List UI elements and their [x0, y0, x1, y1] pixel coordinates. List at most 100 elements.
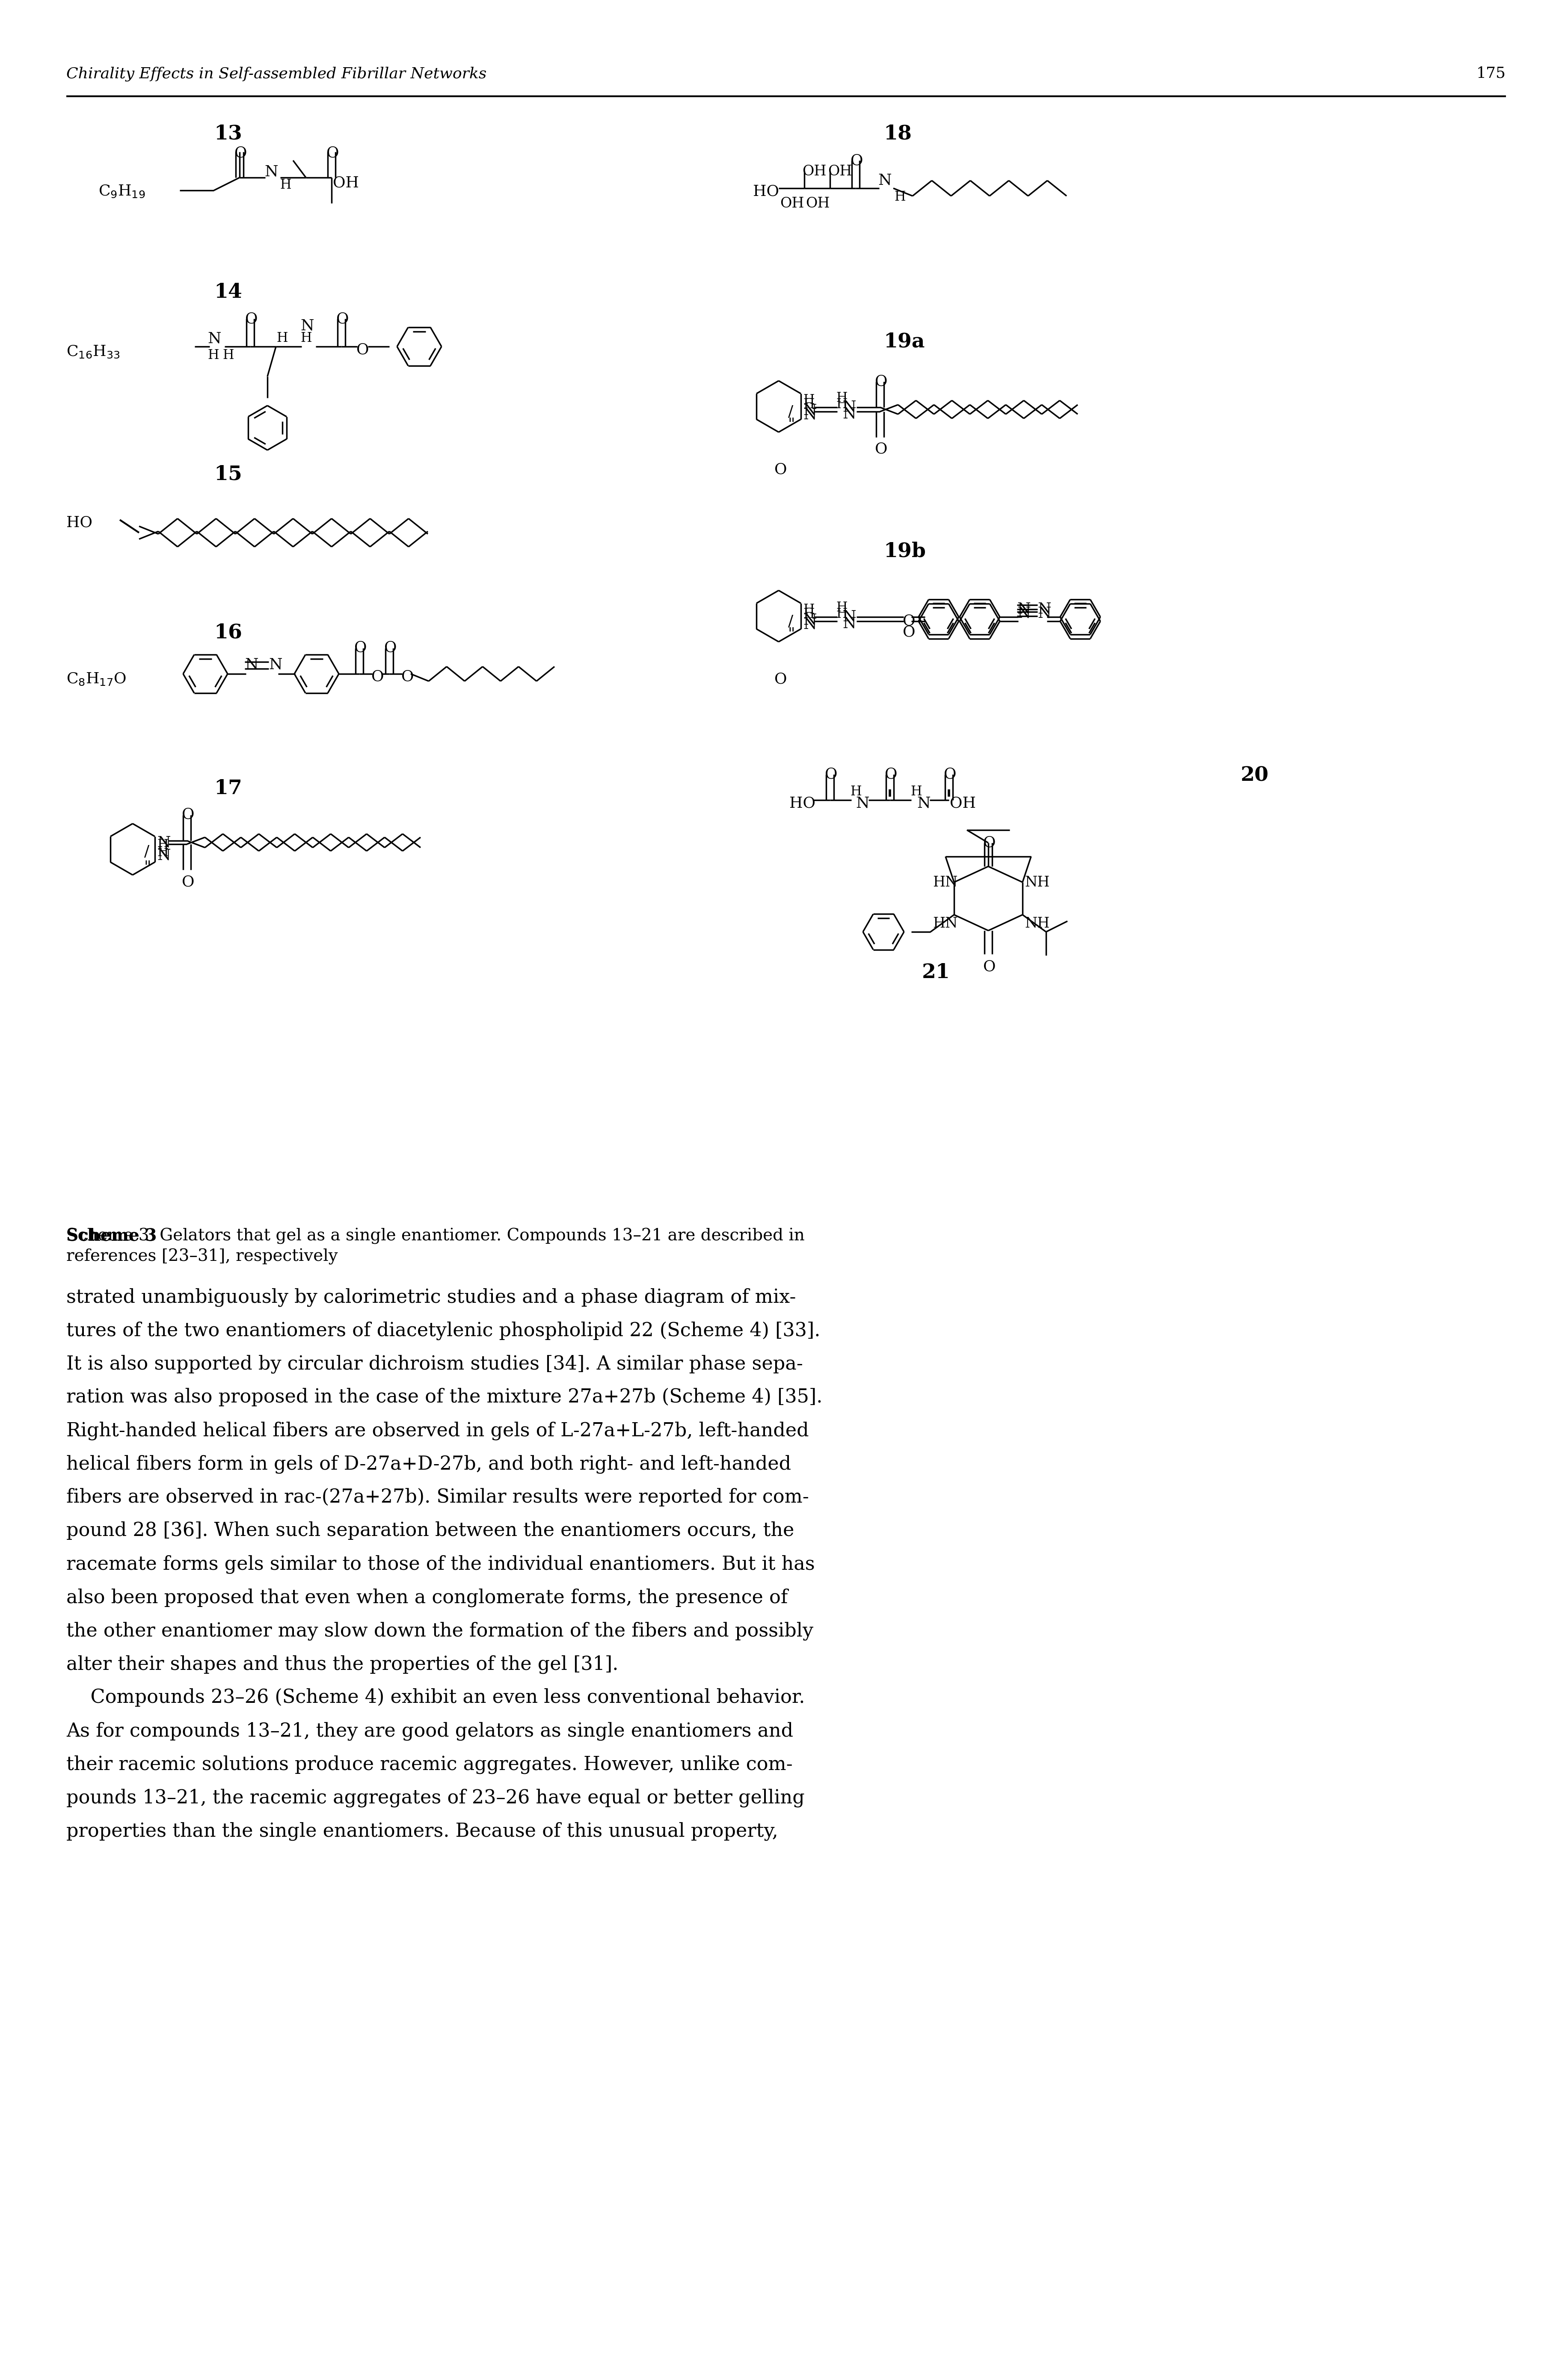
Text: H: H	[836, 608, 847, 620]
Text: tures of the two enantiomers of diacetylenic phospholipid 22 (Scheme 4) [33].: tures of the two enantiomers of diacetyl…	[66, 1320, 820, 1339]
Text: 17: 17	[213, 779, 241, 798]
Text: H: H	[157, 845, 168, 860]
Text: helical fibers form in gels of D-27a+D-27b, and both right- and left-handed: helical fibers form in gels of D-27a+D-2…	[66, 1456, 792, 1472]
Text: H: H	[223, 349, 234, 361]
Text: N: N	[803, 613, 817, 627]
Text: O: O	[983, 836, 996, 850]
Text: O: O	[384, 641, 397, 656]
Text: racemate forms gels similar to those of the individual enantiomers. But it has: racemate forms gels similar to those of …	[66, 1556, 815, 1575]
Text: H: H	[803, 399, 814, 411]
Text: N: N	[878, 173, 892, 188]
Text: O: O	[245, 311, 257, 325]
Text: O: O	[884, 767, 897, 781]
Text: N: N	[301, 318, 314, 332]
Text: O: O	[336, 311, 350, 325]
Text: their racemic solutions produce racemic aggregates. However, unlike com-: their racemic solutions produce racemic …	[66, 1755, 793, 1774]
Text: Compounds 23–26 (Scheme 4) exhibit an even less conventional behavior.: Compounds 23–26 (Scheme 4) exhibit an ev…	[66, 1689, 804, 1708]
Text: ": "	[144, 860, 151, 874]
Text: HO: HO	[66, 515, 93, 530]
Text: H: H	[301, 332, 312, 344]
Text: N: N	[803, 618, 817, 632]
Text: N: N	[1018, 601, 1030, 618]
Text: 175: 175	[1477, 66, 1505, 81]
Text: the other enantiomer may slow down the formation of the fibers and possibly: the other enantiomer may slow down the f…	[66, 1622, 814, 1641]
Text: 19b: 19b	[883, 542, 925, 560]
Text: /: /	[789, 404, 793, 418]
Text: It is also supported by circular dichroism studies [34]. A similar phase sepa-: It is also supported by circular dichroi…	[66, 1354, 803, 1373]
Text: N: N	[842, 610, 856, 625]
Text: /: /	[789, 615, 793, 629]
Text: H: H	[836, 601, 847, 615]
Text: H: H	[276, 332, 287, 344]
Text: properties than the single enantiomers. Because of this unusual property,: properties than the single enantiomers. …	[66, 1822, 778, 1841]
Text: O: O	[944, 767, 956, 781]
Text: O: O	[875, 442, 887, 456]
Text: references [23–31], respectively: references [23–31], respectively	[66, 1249, 337, 1266]
Text: OH: OH	[828, 164, 851, 178]
Text: OH: OH	[803, 164, 826, 178]
Text: C$_9$H$_{19}$: C$_9$H$_{19}$	[99, 183, 146, 200]
Text: 19a: 19a	[883, 332, 925, 352]
Text: N: N	[803, 404, 817, 418]
Text: NH: NH	[1024, 876, 1049, 891]
Text: O: O	[401, 670, 414, 684]
Text: N: N	[265, 164, 278, 178]
Text: N: N	[157, 836, 171, 850]
Text: O: O	[903, 613, 916, 627]
Text: N: N	[1038, 606, 1051, 620]
Text: N: N	[268, 658, 282, 672]
Text: N: N	[842, 615, 856, 632]
Text: O: O	[356, 342, 368, 356]
Text: N: N	[842, 399, 856, 416]
Text: HN: HN	[933, 917, 958, 931]
Text: O: O	[372, 670, 384, 684]
Text: Right-handed helical fibers are observed in gels of L-27a+L-27b, left-handed: Right-handed helical fibers are observed…	[66, 1420, 809, 1439]
Text: Scheme 3: Scheme 3	[66, 1228, 157, 1244]
Text: O: O	[354, 641, 367, 656]
Text: N: N	[842, 406, 856, 420]
Text: N: N	[856, 796, 869, 810]
Text: HO: HO	[753, 183, 779, 200]
Text: HN: HN	[933, 876, 958, 891]
Text: Scheme 3: Scheme 3	[66, 1228, 157, 1244]
Text: N: N	[207, 332, 221, 347]
Text: H: H	[279, 178, 292, 192]
Text: ": "	[789, 627, 795, 641]
Text: H: H	[157, 838, 168, 853]
Text: H: H	[836, 399, 847, 411]
Text: N: N	[803, 408, 817, 423]
Text: 14: 14	[213, 283, 241, 302]
Text: H: H	[836, 392, 847, 404]
Text: NH: NH	[1024, 917, 1049, 931]
Text: OH: OH	[806, 197, 829, 211]
Text: H: H	[911, 786, 922, 798]
Text: N: N	[1018, 606, 1030, 620]
Text: fibers are observed in rac-(27a+27b). Similar results were reported for com-: fibers are observed in rac-(27a+27b). Si…	[66, 1489, 809, 1506]
Text: O: O	[775, 463, 787, 477]
Text: Chirality Effects in Self-assembled Fibrillar Networks: Chirality Effects in Self-assembled Fibr…	[66, 66, 486, 81]
Text: strated unambiguously by calorimetric studies and a phase diagram of mix-: strated unambiguously by calorimetric st…	[66, 1287, 797, 1306]
Text: H: H	[207, 349, 220, 361]
Text: N: N	[917, 796, 930, 810]
Text: N: N	[245, 658, 259, 672]
Text: O: O	[903, 625, 916, 639]
Text: H: H	[803, 394, 814, 406]
Text: N: N	[1038, 601, 1051, 618]
Text: O: O	[182, 808, 194, 822]
Text: O: O	[983, 960, 996, 974]
Text: OH: OH	[332, 176, 359, 190]
Text: ": "	[789, 418, 795, 432]
Text: H: H	[850, 786, 861, 798]
Text: 15: 15	[213, 463, 241, 484]
Text: pounds 13–21, the racemic aggregates of 23–26 have equal or better gelling: pounds 13–21, the racemic aggregates of …	[66, 1788, 804, 1807]
Text: O: O	[875, 375, 887, 390]
Text: ration was also proposed in the case of the mixture 27a+27b (Scheme 4) [35].: ration was also proposed in the case of …	[66, 1387, 823, 1406]
Text: also been proposed that even when a conglomerate forms, the presence of: also been proposed that even when a cong…	[66, 1589, 787, 1608]
Text: pound 28 [36]. When such separation between the enantiomers occurs, the: pound 28 [36]. When such separation betw…	[66, 1522, 795, 1539]
Text: HO: HO	[789, 796, 815, 810]
Text: N: N	[157, 848, 171, 862]
Text: H: H	[894, 190, 905, 204]
Text: H: H	[803, 608, 814, 620]
Text: 18: 18	[883, 123, 911, 145]
Text: O: O	[775, 672, 787, 686]
